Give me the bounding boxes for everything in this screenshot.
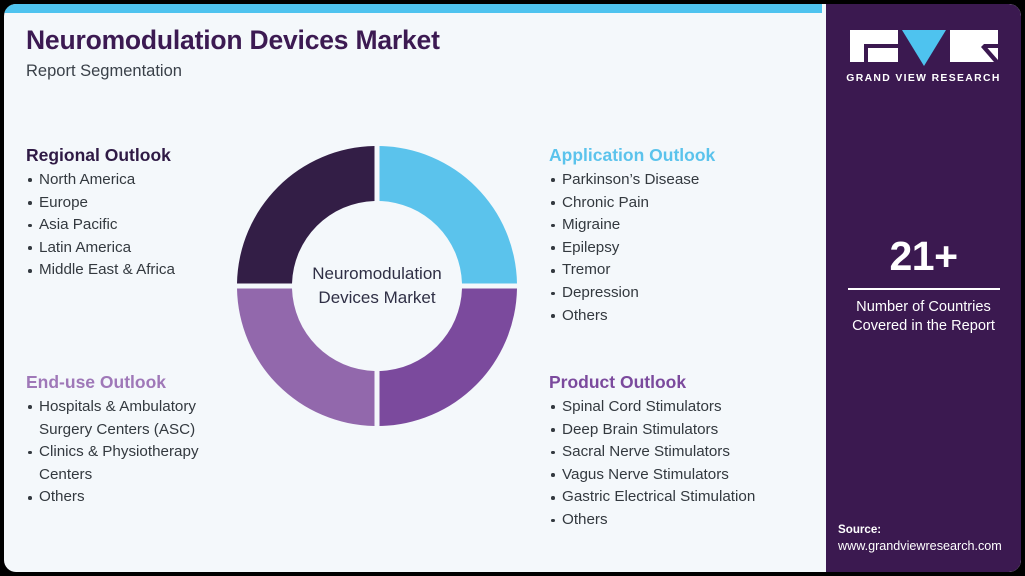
donut-svg <box>237 146 517 426</box>
stat-label: Number of Countries Covered in the Repor… <box>826 298 1021 337</box>
brand-panel: GRAND VIEW RESEARCH 21+ Number of Countr… <box>826 4 1021 572</box>
donut-segment-regional <box>237 146 375 284</box>
stat-number: 21+ <box>889 233 958 279</box>
source-label: Source: <box>838 522 882 536</box>
page-title: Neuromodulation Devices Market <box>26 25 440 55</box>
product-outlook-heading: Product Outlook <box>549 372 687 392</box>
list-item: Vagus Nerve Stimulators <box>549 464 824 487</box>
list-item: Spinal Cord Stimulators <box>549 396 824 419</box>
regional-outlook-list: North America Europe Asia Pacific Latin … <box>26 169 256 282</box>
application-outlook-heading: Application Outlook <box>549 145 716 165</box>
list-item: Chronic Pain <box>549 192 804 215</box>
list-item: Hospitals & Ambulatory Surgery Centers (… <box>26 396 266 441</box>
list-item: Middle East & Africa <box>26 259 256 282</box>
segmentation-donut-chart: Neuromodulation Devices Market <box>236 145 518 427</box>
list-item: Europe <box>26 192 256 215</box>
product-outlook-block: Product Outlook Spinal Cord Stimulators … <box>549 372 824 532</box>
page-subtitle: Report Segmentation <box>26 61 182 80</box>
report-card: Neuromodulation Devices Market Report Se… <box>4 4 1021 572</box>
stat-divider <box>847 288 1000 290</box>
application-outlook-list: Parkinson’s Disease Chronic Pain Migrain… <box>549 169 804 327</box>
list-item-line: Surgery Centers (ASC) <box>39 420 196 438</box>
logo-marks <box>849 30 998 66</box>
list-item-line: Centers <box>39 465 93 483</box>
grand-view-research-logo: GRAND VIEW RESEARCH <box>826 30 1021 84</box>
list-item: Others <box>26 486 266 509</box>
list-item-line: Clinics & Physiotherapy <box>39 443 199 461</box>
end-use-outlook-block: End-use Outlook Hospitals & Ambulatory S… <box>26 372 266 509</box>
donut-segment-end-use <box>237 288 375 426</box>
donut-segment-product <box>379 288 517 426</box>
end-use-outlook-list: Hospitals & Ambulatory Surgery Centers (… <box>26 396 266 509</box>
list-item: Epilepsy <box>549 237 804 260</box>
list-item: Migraine <box>549 214 804 237</box>
donut-segment-application <box>379 146 517 284</box>
list-item: Deep Brain Stimulators <box>549 419 824 442</box>
end-use-outlook-heading: End-use Outlook <box>26 372 166 392</box>
list-item: Latin America <box>26 237 256 260</box>
application-outlook-block: Application Outlook Parkinson’s Disease … <box>549 145 804 327</box>
logo-v-triangle-icon <box>901 30 946 66</box>
list-item: Gastric Electrical Stimulation <box>549 486 824 509</box>
list-item: Sacral Nerve Stimulators <box>549 441 824 464</box>
list-item: Clinics & Physiotherapy Centers <box>26 441 266 486</box>
regional-outlook-block: Regional Outlook North America Europe As… <box>26 145 256 282</box>
list-item: Parkinson’s Disease <box>549 169 804 192</box>
source-url[interactable]: www.grandviewresearch.com <box>838 539 1002 554</box>
logo-wordmark: GRAND VIEW RESEARCH <box>846 73 1001 84</box>
list-item: Others <box>549 509 824 532</box>
logo-g-icon <box>849 30 898 62</box>
list-item: Asia Pacific <box>26 214 256 237</box>
stat-label-line-1: Number of Countries <box>856 298 991 315</box>
header: Neuromodulation Devices Market Report Se… <box>26 25 786 81</box>
stat-label-line-2: Covered in the Report <box>852 317 995 334</box>
top-accent-bar <box>4 4 822 13</box>
source-footer: Source: www.grandviewresearch.com <box>838 521 1018 556</box>
countries-stat: 21+ Number of Countries Covered in the R… <box>826 236 1021 336</box>
list-item: Tremor <box>549 259 804 282</box>
list-item-line: Hospitals & Ambulatory <box>39 397 197 415</box>
product-outlook-list: Spinal Cord Stimulators Deep Brain Stimu… <box>549 396 824 532</box>
list-item: Depression <box>549 282 804 305</box>
list-item: Others <box>549 305 804 328</box>
list-item: North America <box>26 169 256 192</box>
logo-r-icon <box>949 30 998 62</box>
regional-outlook-heading: Regional Outlook <box>26 145 171 165</box>
